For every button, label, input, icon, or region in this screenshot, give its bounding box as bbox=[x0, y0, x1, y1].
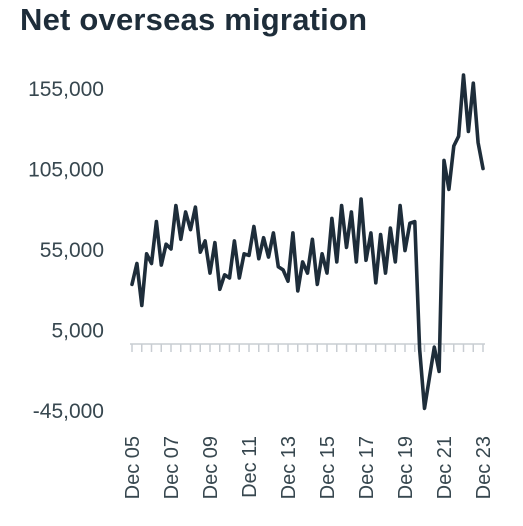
y-tick-label: 155,000 bbox=[28, 78, 104, 101]
y-tick-label: 105,000 bbox=[28, 159, 104, 182]
chart-title: Net overseas migration bbox=[20, 2, 368, 37]
x-tick-label: Dec 21 bbox=[434, 436, 456, 499]
y-tick-label: -45,000 bbox=[33, 400, 104, 423]
x-axis: Dec 05 Dec 07 Dec 09 Dec 11 Dec 13 Dec 15 Dec … bbox=[122, 343, 495, 499]
x-tick-label: Dec 11 bbox=[239, 436, 261, 498]
y-tick-label: 55,000 bbox=[40, 239, 104, 262]
plot-area bbox=[130, 73, 485, 411]
x-tick-label: Dec 07 bbox=[161, 436, 183, 499]
series-line bbox=[130, 73, 485, 411]
x-tick-label: Dec 09 bbox=[200, 436, 222, 499]
x-tick-label: Dec 15 bbox=[317, 436, 339, 499]
y-axis: 155,000 105,000 55,000 5,000 -45,000 bbox=[28, 78, 104, 423]
x-tick-label: Dec 17 bbox=[356, 436, 378, 499]
x-tick-label: Dec 05 bbox=[122, 436, 144, 499]
y-tick-label: 5,000 bbox=[51, 320, 104, 343]
x-tick-label: Dec 23 bbox=[473, 436, 495, 499]
x-tick-label: Dec 19 bbox=[395, 436, 417, 499]
x-tick-label: Dec 13 bbox=[278, 436, 300, 499]
